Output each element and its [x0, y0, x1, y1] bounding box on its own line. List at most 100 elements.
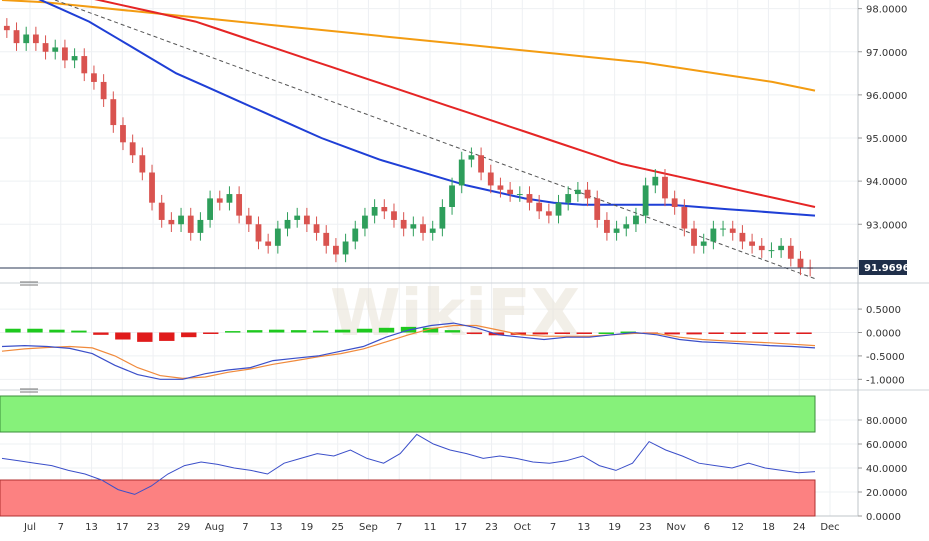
x-tick-label: 7 [242, 522, 248, 533]
x-tick-label: 13 [577, 522, 590, 533]
candle-body [71, 56, 78, 61]
macd-histogram-bar [181, 332, 197, 338]
candle-body [91, 73, 97, 82]
macd-histogram-bar [246, 330, 263, 333]
candle-body [284, 219, 291, 229]
macd-histogram-bar [576, 332, 592, 334]
candle-body [274, 228, 281, 246]
candle-body [594, 198, 601, 220]
macd-tick-label: -1.0000 [866, 375, 905, 386]
rsi-tick-label: 80.0000 [866, 416, 907, 427]
candle-body [671, 198, 678, 207]
x-tick-label: Oct [514, 522, 531, 533]
candle-body [362, 215, 368, 229]
macd-tick-label: 0.0000 [866, 328, 901, 339]
candle-body [507, 189, 514, 195]
candle-body [168, 219, 175, 225]
candle-body [468, 155, 475, 160]
x-tick-label: 25 [331, 522, 344, 533]
candle-body [303, 215, 310, 225]
macd-histogram-bar [5, 328, 21, 333]
candle-body [449, 185, 455, 207]
resistance-trendline [54, 0, 816, 280]
macd-histogram-bar [334, 329, 351, 333]
last-price-label: 91.9696 [864, 263, 910, 274]
macd-histogram-bar [554, 332, 571, 334]
candle-body [768, 250, 775, 252]
resize-handle-bottom[interactable] [20, 388, 38, 393]
candle-body [758, 245, 765, 251]
x-tick-label: Dec [820, 522, 839, 533]
candle-body [400, 219, 407, 229]
price-tick-label: 95.0000 [866, 134, 907, 145]
candle-body [52, 47, 59, 52]
candle-body [729, 228, 736, 233]
x-tick-label: 17 [454, 522, 467, 533]
x-tick-label: 7 [58, 522, 64, 533]
x-tick-label: Jul [23, 522, 36, 533]
candle-body [574, 189, 581, 195]
candle-body [439, 207, 446, 229]
candle-body [245, 215, 252, 225]
x-tick-label: Aug [205, 522, 225, 533]
ma-200-line [1, 0, 816, 92]
candle-body [700, 241, 707, 246]
candle-body [787, 245, 794, 259]
candle-body [487, 172, 494, 186]
candle-body [255, 224, 262, 242]
candle-body [526, 194, 533, 203]
candle-body [178, 215, 184, 225]
candle-body [691, 228, 697, 246]
trendline [54, 0, 816, 280]
moving-averages [1, 0, 816, 217]
macd-histogram-bar [115, 332, 131, 340]
rsi-tick-label: 60.0000 [866, 440, 907, 451]
candle-body [216, 198, 223, 203]
candle-body [652, 176, 659, 186]
price-tick-label: 97.0000 [866, 48, 907, 59]
rsi-indicator [1, 433, 816, 495]
macd-indicator [1, 322, 816, 380]
rsi-tick-label: 0.0000 [866, 512, 901, 523]
macd-histogram-bar [225, 331, 241, 333]
x-tick-label: Sep [359, 522, 378, 533]
x-tick-label: 23 [485, 522, 498, 533]
candle-body [778, 245, 785, 251]
rsi-zones [0, 395, 816, 517]
price-tick-label: 93.0000 [866, 220, 907, 231]
rsi-tick-label: 20.0000 [866, 488, 907, 499]
candle-body [565, 194, 572, 203]
macd-histogram-bar [93, 332, 109, 335]
macd-histogram-bar [752, 332, 768, 334]
candle-body [613, 228, 620, 233]
macd-histogram-bar [203, 332, 219, 334]
x-tick-label: 13 [270, 522, 283, 533]
macd-histogram-bar [356, 328, 373, 333]
candle-body [100, 81, 107, 100]
x-tick-label: 7 [396, 522, 402, 533]
candle-body [410, 224, 417, 229]
resize-handle-top[interactable] [20, 281, 38, 286]
macd-histogram-bar [312, 330, 329, 333]
candle-body [749, 241, 755, 246]
candle-body [110, 99, 117, 126]
candle-body [294, 215, 301, 220]
macd-histogram-bar [159, 332, 175, 341]
candle-body [23, 34, 30, 44]
x-tick-label: 23 [639, 522, 652, 533]
candle-body [633, 215, 639, 225]
candle-body [497, 185, 504, 190]
macd-histogram-bar [774, 332, 790, 334]
candle-body [371, 207, 378, 216]
candle-body [739, 232, 746, 242]
candle-body [710, 228, 717, 242]
macd-histogram-bar [532, 332, 549, 335]
candle-body [81, 56, 88, 74]
candle-body [458, 159, 465, 186]
x-tick-label: 18 [762, 522, 775, 533]
x-tick-label: 17 [116, 522, 129, 533]
macd-histogram-bar [268, 329, 285, 333]
macd-axis: 0.5000 0.0000 -0.5000 -1.0000 [858, 305, 905, 386]
candle-body [797, 258, 804, 268]
